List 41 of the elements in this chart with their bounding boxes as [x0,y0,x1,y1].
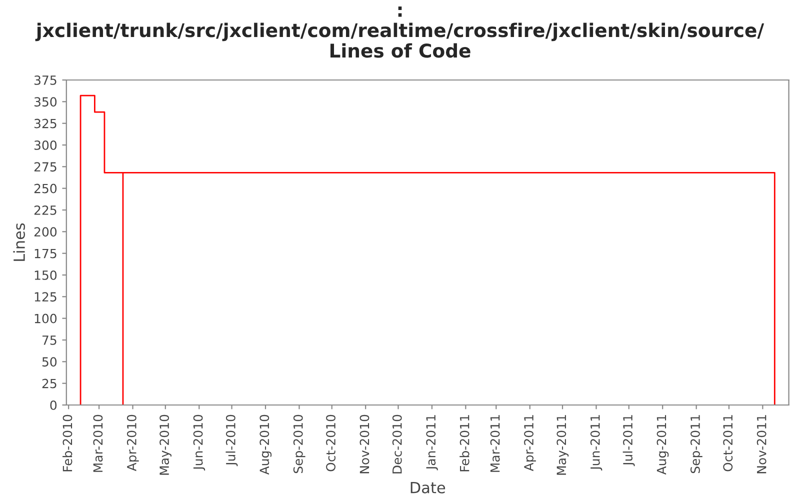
x-tick-label: Jan-2011 [426,415,438,470]
x-tick-label: Feb-2011 [460,415,470,472]
y-tick-label: 275 [34,162,56,172]
x-axis-title: Date [410,482,446,494]
x-tick-label: Oct-2010 [326,414,336,472]
y-tick-label: 175 [34,248,56,258]
x-tick-label: Jul-2010 [226,414,238,466]
x-tick-label: Jul-2011 [622,415,635,466]
y-tick-label: 250 [34,184,57,194]
x-tick-label: Sep-2011 [690,415,702,474]
x-tick-label: Sep-2010 [293,414,306,474]
x-tick-label: Mar-2011 [490,415,500,472]
y-tick-label: 75 [42,336,56,345]
y-tick-label: 300 [34,140,57,150]
x-tick-label: Nov-2010 [360,414,370,474]
x-tick-label: Apr-2011 [524,415,536,472]
y-tick-label: 150 [34,270,57,280]
x-tick-label: Nov-2011 [756,415,766,474]
x-tick-label: May-2010 [160,414,172,475]
y-tick-label: 200 [34,227,57,237]
x-tick-label: Jun-2011 [590,415,602,471]
chart-title: : jxclient/trunk/src/jxclient/com/realtime/crossfire/jxclient/skin/source/ Lines of Code [35,6,764,58]
y-tick-label: 225 [34,205,56,215]
y-tick-label: 125 [34,292,56,302]
x-tick-label: Aug-2011 [656,415,669,475]
x-tick-label: Aug-2010 [260,414,272,475]
y-axis-title: Lines [13,223,25,261]
x-tick-label: Mar-2010 [93,414,103,472]
y-tick-label: 350 [34,97,57,107]
y-tick-label: 375 [34,75,56,85]
x-tick-label: May-2011 [556,415,569,475]
y-tick-label: 325 [34,118,56,128]
y-tick-label: 25 [42,378,56,388]
x-tick-label: Jun-2010 [193,414,206,471]
x-tick-label: Apr-2010 [126,414,139,472]
y-tick-label: 50 [42,357,57,367]
x-tick-label: Feb-2010 [62,414,72,472]
y-tick-label: 0 [50,400,57,410]
x-tick-label: Dec-2010 [392,414,402,474]
x-tick-label: Oct-2011 [723,415,733,472]
y-tick-label: 100 [34,314,57,324]
